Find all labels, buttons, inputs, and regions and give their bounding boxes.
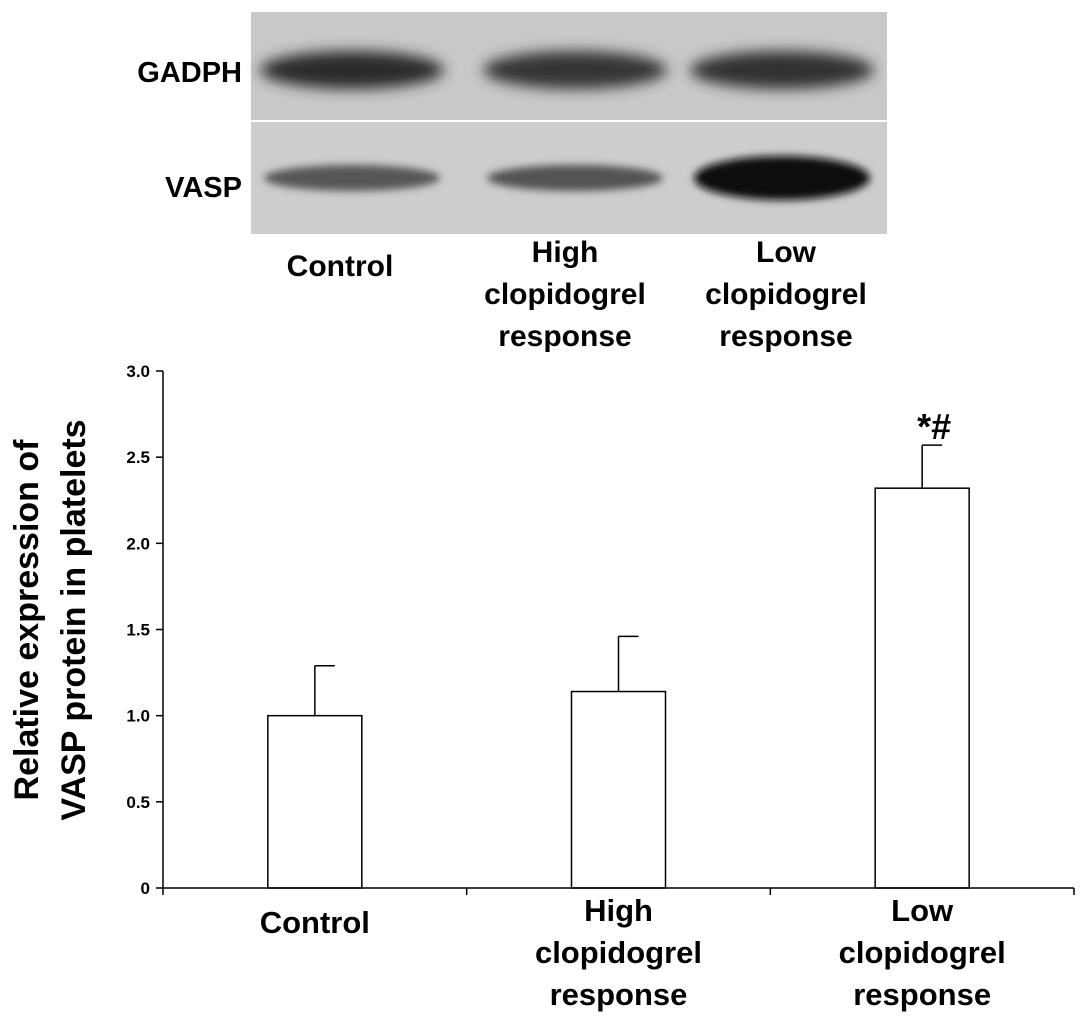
y-tick-label: 1.0 xyxy=(126,707,150,726)
gadph-band xyxy=(260,51,444,89)
x-category-label: clopidogrel xyxy=(839,935,1006,970)
bar xyxy=(267,714,363,889)
bar xyxy=(570,690,667,889)
y-tick-label: 1.5 xyxy=(126,621,150,640)
x-axis-category-labels: Control High clopidogrel response Low clopido… xyxy=(260,893,1006,1012)
bar-chart: Relative expression of VASP protein in pl… xyxy=(8,362,1075,1012)
blot-lane-labels: Control High clopidogrel response Low clopido… xyxy=(287,236,867,353)
significance-annotation: *# xyxy=(917,406,951,447)
y-tick-label: 0 xyxy=(141,879,150,898)
vasp-band xyxy=(694,156,870,200)
x-category-label: Low xyxy=(891,893,954,928)
y-axis-label: Relative expression of VASP protein in pl… xyxy=(8,419,93,820)
y-tick-label: 2.0 xyxy=(126,534,150,553)
vasp-band xyxy=(264,165,440,191)
western-blot: GADPH VASP Control High clopidogrel respons… xyxy=(137,12,887,353)
gadph-band xyxy=(483,51,667,89)
x-category-label: response xyxy=(550,977,688,1012)
bar xyxy=(874,487,970,889)
y-axis-label-line: VASP protein in platelets xyxy=(55,419,93,820)
y-tick-label: 2.5 xyxy=(126,448,150,467)
y-axis-ticks: 0 0.5 1.0 1.5 2.0 2.5 3.0 xyxy=(126,362,163,898)
blot-lane-label: Control xyxy=(287,250,394,283)
axes xyxy=(162,371,1074,889)
blot-lane-label: response xyxy=(498,320,631,353)
y-axis-label-line: Relative expression of xyxy=(8,439,46,801)
blot-lane-label: response xyxy=(719,320,852,353)
gadph-band xyxy=(690,51,874,89)
x-category-label: response xyxy=(853,977,991,1012)
blot-lane-label: Low xyxy=(756,236,817,269)
gadph-bands xyxy=(260,51,874,89)
blot-lane-label: clopidogrel xyxy=(705,278,867,311)
blot-lane-label: High xyxy=(532,236,599,269)
blot-lane-label: clopidogrel xyxy=(484,278,646,311)
x-category-label: Control xyxy=(260,905,370,940)
vasp-bands xyxy=(264,156,870,200)
y-tick-label: 3.0 xyxy=(126,362,150,381)
x-category-label: clopidogrel xyxy=(535,935,702,970)
y-tick-label: 0.5 xyxy=(126,793,150,812)
x-axis-ticks xyxy=(162,888,1075,895)
blot-row-label-gadph: GADPH xyxy=(137,57,242,89)
x-category-label: High xyxy=(584,893,653,928)
bars: *# xyxy=(267,406,970,889)
vasp-band xyxy=(487,165,663,191)
blot-row-label-vasp: VASP xyxy=(165,172,242,204)
